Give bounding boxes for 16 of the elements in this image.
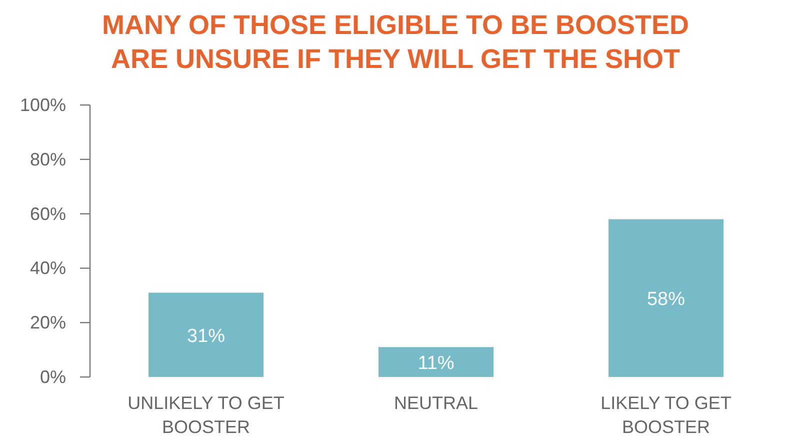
bar bbox=[148, 292, 264, 377]
x-tick-label: LIKELY TO GET BOOSTER bbox=[600, 393, 732, 437]
data-label: 31% bbox=[186, 326, 226, 347]
x-tick-label: UNLIKELY TO GET BOOSTER bbox=[128, 393, 284, 437]
y-tick-label: 0% bbox=[40, 367, 66, 387]
bar bbox=[378, 347, 494, 377]
y-tick-label: 40% bbox=[30, 258, 66, 278]
y-tick-label: 80% bbox=[30, 149, 66, 170]
y-tick-label: 100% bbox=[20, 95, 66, 115]
data-label: 58% bbox=[646, 289, 686, 310]
x-tick-label: NEUTRAL bbox=[394, 393, 478, 413]
y-tick-label: 20% bbox=[30, 312, 66, 333]
y-tick-label: 60% bbox=[30, 204, 66, 224]
data-label: 11% bbox=[418, 353, 454, 374]
chart-title: MANY OF THOSE ELIGIBLE TO BE BOOSTED ARE UNSURE IF THEY WILL GET THE SHOT bbox=[102, 10, 690, 74]
bar bbox=[608, 219, 724, 377]
